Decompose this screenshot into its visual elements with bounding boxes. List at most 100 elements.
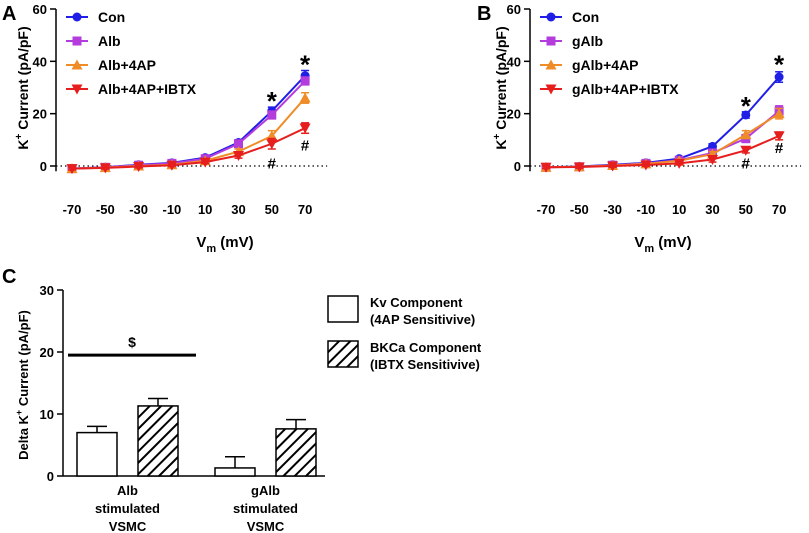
x-tick-label: -30 (129, 202, 148, 217)
y-axis-label: K+ Current (pA/pF) (14, 26, 31, 149)
legend-item: gAlb+4AP (540, 57, 639, 73)
legend-item: Con (66, 9, 125, 25)
y-tick-label: 40 (33, 54, 47, 69)
x-tick-label: -10 (163, 202, 182, 217)
legend: Con gAlb gAlb+4AP gAlb+4AP+IBTX (540, 9, 679, 97)
legend-item: Con (540, 9, 599, 25)
x-category-label: Alb (117, 483, 138, 498)
x-tick-label: 30 (231, 202, 245, 217)
significance-dollar: $ (128, 334, 136, 350)
legend-marker (72, 36, 82, 46)
legend-marker (546, 36, 556, 46)
significance-star: * (741, 91, 752, 121)
x-tick-label: 10 (672, 202, 686, 217)
series-alb-4ap-ibtx (66, 122, 311, 175)
x-axis-label: Vm (mV) (196, 234, 253, 255)
data-point (266, 139, 278, 150)
svg-text:K+ Current (pA/pF): K+ Current (pA/pF) (492, 26, 509, 149)
data-point (607, 161, 619, 172)
x-tick-label: 30 (705, 202, 719, 217)
x-tick-label: 50 (739, 202, 753, 217)
y-tick-label: 0 (514, 159, 521, 174)
significance-star: * (267, 86, 278, 116)
legend-item: Alb (66, 33, 121, 49)
x-category-label: stimulated (233, 501, 298, 516)
data-point (741, 110, 751, 120)
legend-label: Kv Component (370, 295, 463, 310)
x-tick-label: -70 (537, 202, 556, 217)
x-tick-label: -10 (637, 202, 656, 217)
svg-text:Delta K+ Current (pA/pF): Delta K+ Current (pA/pF) (14, 310, 31, 460)
legend-label: Alb (98, 33, 121, 49)
x-tick-label: -70 (63, 202, 82, 217)
legend-label: Con (98, 9, 125, 25)
svg-text:K+ Current (pA/pF): K+ Current (pA/pF) (14, 26, 31, 149)
y-tick-label: 40 (507, 54, 521, 69)
legend-item: gAlb (540, 33, 603, 49)
bar (214, 467, 256, 477)
legend-item: Kv Component (4AP Sensitivive) (327, 295, 475, 327)
legend-label: gAlb (572, 33, 603, 49)
legend-marker (71, 84, 83, 95)
significance-hash: # (301, 137, 310, 154)
data-point (133, 162, 145, 173)
data-point (299, 92, 311, 103)
data-point (707, 154, 718, 165)
bar (76, 431, 118, 477)
data-point (740, 145, 752, 156)
data-point (774, 72, 784, 82)
data-point (66, 164, 78, 175)
data-point (773, 108, 785, 119)
legend-sublabel: (4AP Sensitivive) (370, 312, 475, 327)
y-tick-label: 0 (40, 159, 47, 174)
data-point (300, 76, 310, 86)
x-category-label: VSMC (109, 519, 147, 533)
significance-hash: # (268, 156, 277, 173)
series-line (71, 127, 306, 170)
legend-item: Alb+4AP+IBTX (66, 81, 197, 97)
data-point (773, 131, 785, 142)
y-axis-label: Delta K+ Current (pA/pF) (14, 310, 31, 460)
panel-label: A (2, 3, 16, 25)
legend-label: Alb+4AP+IBTX (98, 81, 197, 97)
legend-sublabel: (IBTX Sensitivive) (370, 357, 480, 372)
significance-star: * (774, 49, 785, 79)
bar (137, 405, 179, 477)
legend-marker (545, 59, 557, 70)
series-line (545, 134, 780, 169)
legend-marker (546, 12, 556, 22)
data-point (673, 158, 685, 169)
y-tick-label: 60 (507, 2, 521, 17)
panel-label: B (477, 3, 491, 25)
y-tick-label: 20 (507, 107, 521, 122)
panel-c: C Delta K+ Current (pA/pF) 0 10 20 30 Alb sti… (2, 266, 482, 533)
x-tick-label: -50 (96, 202, 115, 217)
legend: Con Alb Alb+4AP Alb+4AP+IBTX (66, 9, 197, 97)
x-tick-label: -50 (570, 202, 589, 217)
data-point (99, 163, 111, 174)
x-tick-label: 70 (298, 202, 312, 217)
y-tick-label: 20 (33, 107, 47, 122)
panel-b: B K+ Current (pA/pF) Vm (mV) 0204060-70-… (477, 2, 802, 255)
data-point (540, 162, 552, 173)
bar (275, 428, 317, 477)
data-point (166, 160, 178, 171)
data-point (640, 160, 652, 171)
x-tick-label: 70 (772, 202, 786, 217)
legend-item: gAlb+4AP+IBTX (540, 81, 679, 97)
legend-label: BKCa Component (370, 340, 482, 355)
data-point (199, 157, 211, 168)
legend-swatch (327, 295, 359, 323)
y-tick-label: 20 (40, 345, 54, 360)
series-galb-4ap-ibtx (540, 131, 785, 173)
y-axis-label: K+ Current (pA/pF) (492, 26, 509, 149)
legend-label: gAlb+4AP+IBTX (572, 81, 679, 97)
y-tick-label: 10 (40, 407, 54, 422)
data-point (234, 139, 243, 149)
y-tick-label: 0 (47, 469, 54, 484)
legend-marker (71, 59, 83, 70)
y-tick-label: 60 (33, 2, 47, 17)
data-point (573, 162, 585, 173)
panel-a: A K+ Current (pA/pF) Vm (mV) 0204060-70-… (2, 2, 328, 255)
